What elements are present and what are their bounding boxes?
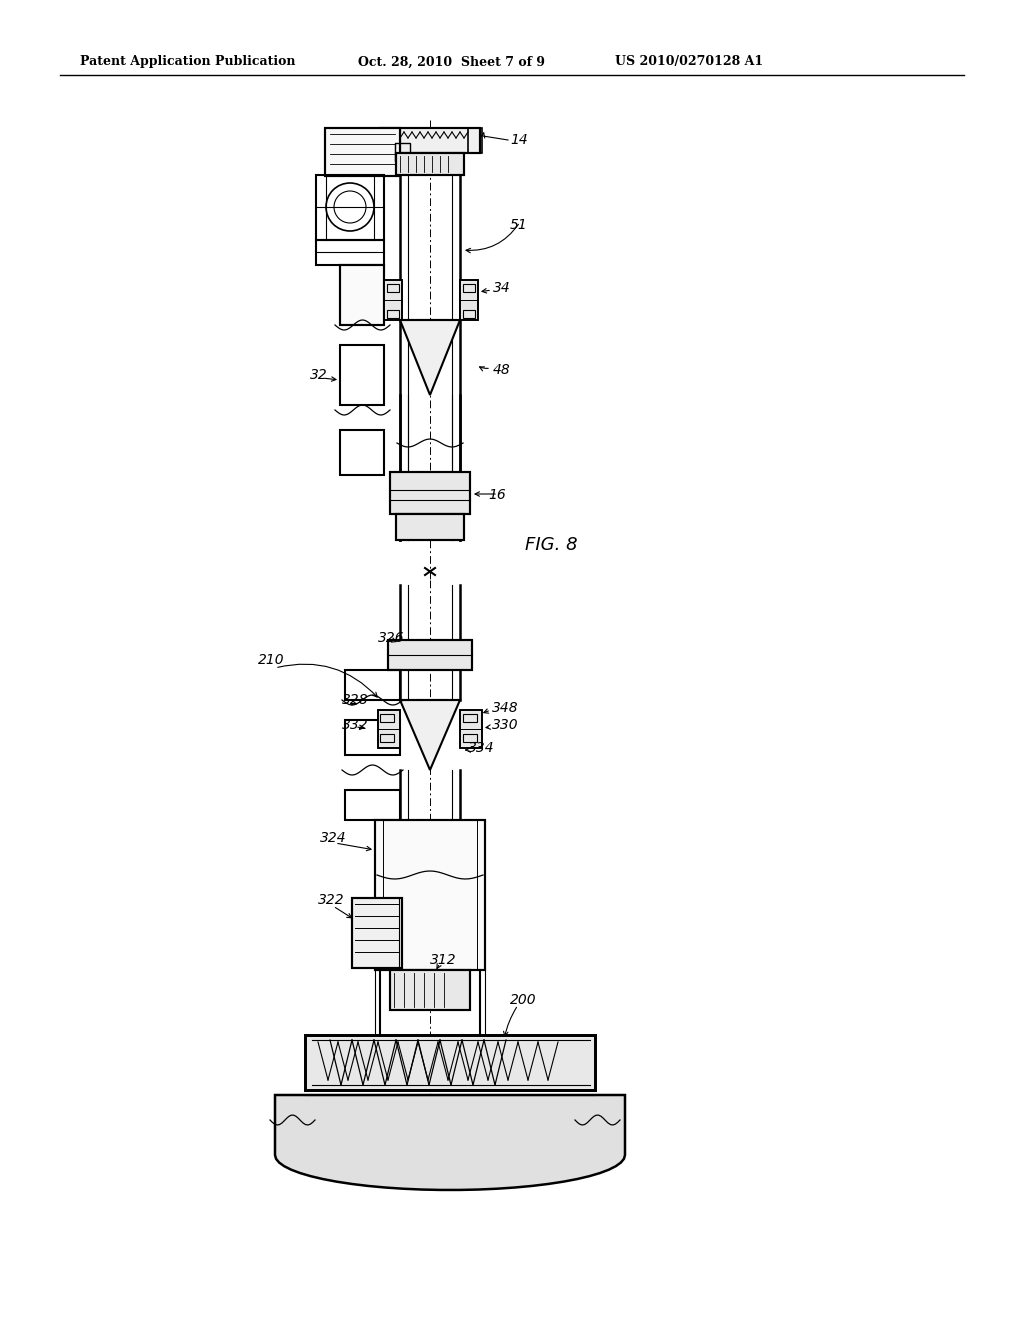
Bar <box>396 153 464 176</box>
Bar <box>345 719 400 755</box>
Text: 48: 48 <box>493 363 511 378</box>
Bar <box>380 128 480 153</box>
Bar <box>380 128 480 153</box>
Bar <box>325 128 400 176</box>
Bar <box>395 143 410 161</box>
Text: 332: 332 <box>342 718 369 733</box>
Bar <box>463 734 477 742</box>
Text: US 2010/0270128 A1: US 2010/0270128 A1 <box>615 55 763 69</box>
Bar <box>345 671 400 700</box>
Text: 32: 32 <box>310 368 328 381</box>
Text: 16: 16 <box>488 488 506 502</box>
Text: 326: 326 <box>378 631 404 645</box>
Bar <box>325 128 400 176</box>
Bar <box>460 710 482 748</box>
Bar <box>375 820 485 970</box>
Bar <box>463 310 475 318</box>
Bar <box>316 176 384 240</box>
Bar <box>305 1035 595 1090</box>
Bar <box>340 345 384 405</box>
Bar <box>390 970 470 1010</box>
Text: 312: 312 <box>430 953 457 968</box>
Bar <box>387 284 399 292</box>
Bar <box>388 640 472 671</box>
Text: FIG. 8: FIG. 8 <box>525 536 578 554</box>
Bar <box>460 280 478 319</box>
Bar <box>340 265 384 325</box>
Text: 322: 322 <box>318 894 345 907</box>
Bar <box>463 284 475 292</box>
Text: 14: 14 <box>510 133 527 147</box>
Bar <box>387 310 399 318</box>
Bar <box>460 710 482 748</box>
Bar <box>396 153 464 176</box>
Bar <box>352 898 402 968</box>
Bar <box>390 970 470 1010</box>
Bar <box>384 280 402 319</box>
Bar <box>340 430 384 475</box>
Bar <box>380 714 394 722</box>
Text: 51: 51 <box>510 218 527 232</box>
Bar <box>460 280 478 319</box>
Text: 330: 330 <box>492 718 518 733</box>
Bar <box>396 513 464 540</box>
Bar <box>378 710 400 748</box>
Polygon shape <box>400 319 460 395</box>
Bar <box>352 898 402 968</box>
Bar <box>388 640 472 671</box>
Text: Oct. 28, 2010  Sheet 7 of 9: Oct. 28, 2010 Sheet 7 of 9 <box>358 55 545 69</box>
Text: 324: 324 <box>319 832 347 845</box>
Bar <box>305 1035 595 1090</box>
Bar <box>345 789 400 820</box>
Bar <box>316 240 384 265</box>
Bar <box>390 473 470 513</box>
Text: 348: 348 <box>492 701 518 715</box>
Text: 328: 328 <box>342 693 369 708</box>
Bar <box>340 265 384 325</box>
Bar <box>378 710 400 748</box>
Bar <box>396 513 464 540</box>
Text: 334: 334 <box>468 741 495 755</box>
Bar <box>380 734 394 742</box>
Polygon shape <box>400 700 460 770</box>
Bar <box>384 280 402 319</box>
Text: 210: 210 <box>258 653 285 667</box>
Text: 200: 200 <box>510 993 537 1007</box>
Bar <box>390 473 470 513</box>
Bar <box>375 820 485 970</box>
Polygon shape <box>275 1096 625 1189</box>
Text: 34: 34 <box>493 281 511 294</box>
Bar <box>463 714 477 722</box>
Text: Patent Application Publication: Patent Application Publication <box>80 55 296 69</box>
Bar <box>468 128 482 153</box>
